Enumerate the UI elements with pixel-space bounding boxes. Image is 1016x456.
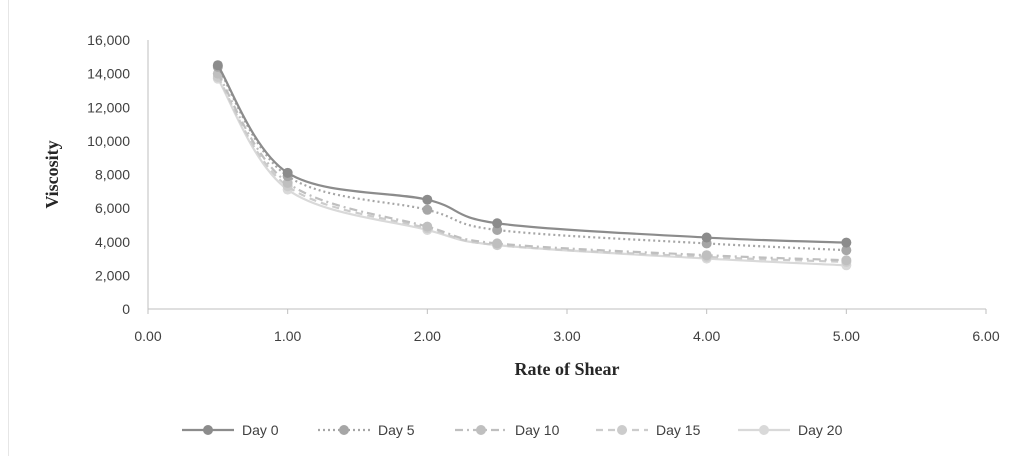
legend-marker (759, 425, 769, 435)
y-tick-label: 16,000 (87, 32, 130, 48)
series-line (216, 64, 847, 244)
legend: Day 0 Day 5 Day 10 Day 15 Day 20 (182, 422, 843, 438)
y-tick-label: 6,000 (95, 200, 130, 216)
legend-item: Day 0 (182, 422, 279, 438)
x-tick-label: 0.00 (134, 328, 161, 344)
data-point (841, 237, 852, 248)
x-axis-title: Rate of Shear (515, 359, 620, 379)
data-point (422, 204, 433, 215)
legend-label: Day 10 (515, 422, 560, 438)
data-point (422, 221, 433, 232)
series-line (216, 78, 847, 267)
series-layer (212, 60, 852, 271)
y-tick-label: 0 (122, 301, 130, 317)
series-day-0 (212, 60, 852, 248)
legend-marker (617, 425, 627, 435)
y-axis-title: Viscosity (42, 140, 62, 208)
legend-label: Day 0 (242, 422, 279, 438)
y-tick-label: 4,000 (95, 234, 130, 250)
legend-label: Day 15 (656, 422, 701, 438)
data-point (282, 167, 293, 178)
data-point (492, 238, 503, 249)
data-point (701, 232, 712, 243)
y-tick-label: 12,000 (87, 99, 130, 115)
series-line (216, 73, 847, 262)
data-point (841, 255, 852, 266)
y-tick-label: 14,000 (87, 66, 130, 82)
left-border-rule (8, 0, 9, 456)
series-day-10 (212, 68, 852, 266)
data-point (701, 250, 712, 261)
legend-marker (476, 425, 486, 435)
legend-marker (203, 425, 213, 435)
y-tick-label: 2,000 (95, 267, 130, 283)
data-point (212, 60, 223, 71)
series-day-15 (212, 71, 852, 267)
y-tick-label: 10,000 (87, 133, 130, 149)
x-tick-label: 1.00 (274, 328, 301, 344)
x-tick-label: 6.00 (972, 328, 999, 344)
data-point (841, 245, 852, 256)
series-line (216, 66, 847, 252)
x-tick-label: 2.00 (414, 328, 441, 344)
legend-item: Day 10 (455, 422, 560, 438)
data-point (422, 194, 433, 205)
legend-item: Day 5 (318, 422, 415, 438)
series-line (216, 76, 847, 264)
legend-label: Day 20 (798, 422, 843, 438)
y-tick-label: 8,000 (95, 167, 130, 183)
data-point (492, 218, 503, 229)
x-tick-label: 5.00 (833, 328, 860, 344)
x-tick-label: 4.00 (693, 328, 720, 344)
legend-item: Day 20 (738, 422, 843, 438)
x-tick-label: 3.00 (553, 328, 580, 344)
legend-item: Day 15 (596, 422, 701, 438)
legend-label: Day 5 (378, 422, 415, 438)
legend-marker (339, 425, 349, 435)
axes-layer: 0 2,000 4,000 6,000 8,000 10,000 12,000 14,000 1… (87, 32, 1000, 344)
